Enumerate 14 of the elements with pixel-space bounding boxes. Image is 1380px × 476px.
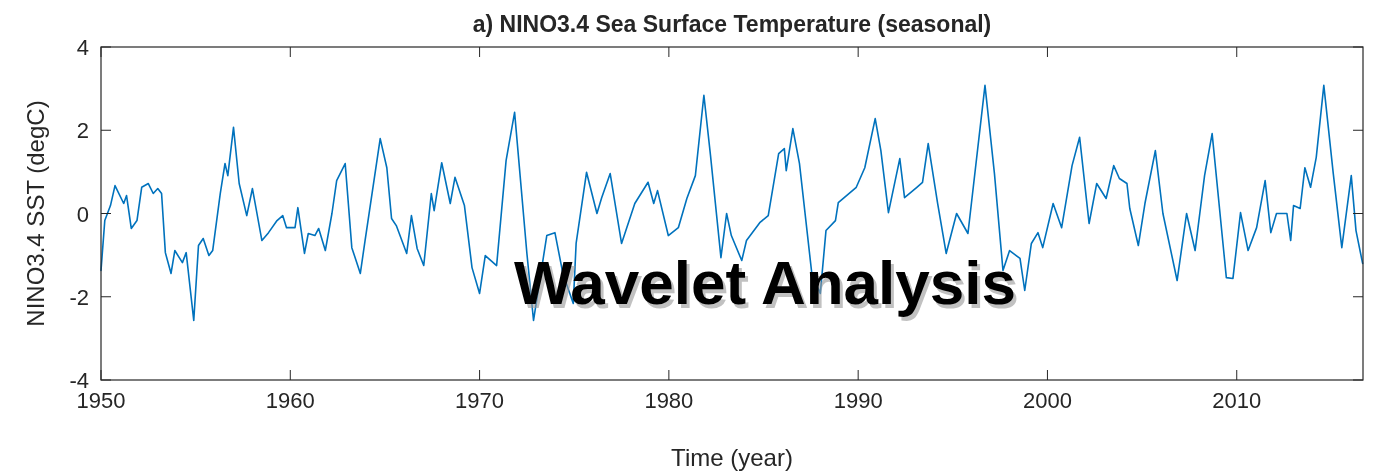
line-series bbox=[100, 84, 1364, 322]
y-axis-title: NINO3.4 SST (degC) bbox=[22, 100, 49, 327]
x-tick-label: 1970 bbox=[455, 388, 505, 413]
x-tick-label: 1980 bbox=[644, 388, 694, 413]
y-tick-label: 2 bbox=[76, 118, 89, 144]
y-tick-label: 0 bbox=[76, 201, 89, 227]
y-tick-label: 4 bbox=[76, 35, 89, 60]
chart-title: a) NINO3.4 Sea Surface Temperature (seasonal) bbox=[472, 11, 992, 37]
y-tick-label: -2 bbox=[69, 284, 89, 310]
x-tick-label: 2010 bbox=[1212, 388, 1262, 413]
x-tick-label: 1960 bbox=[265, 388, 315, 413]
x-tick-label: 1990 bbox=[833, 388, 883, 413]
x-axis-title: Time (year) bbox=[671, 444, 793, 471]
x-tick-label: 2000 bbox=[1022, 388, 1072, 413]
